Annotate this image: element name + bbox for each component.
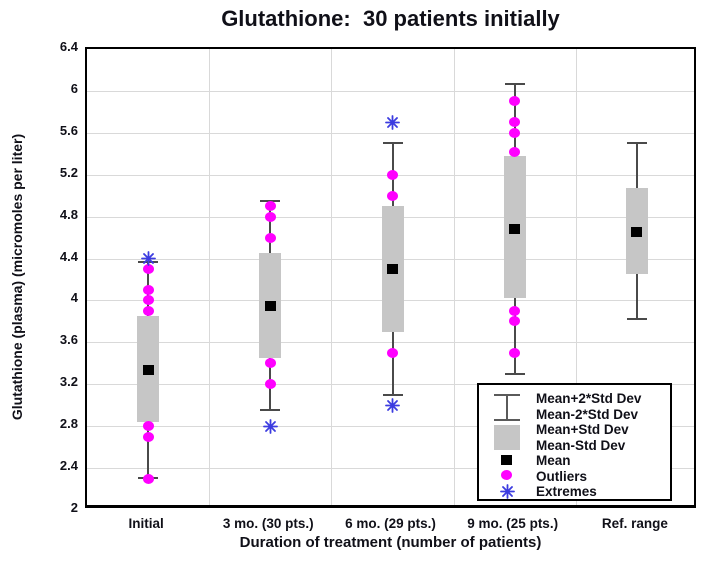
mean-marker [509,224,521,235]
legend-label: Mean-Std Dev [536,437,626,453]
h-gridline [87,90,694,92]
extreme-marker [385,397,400,418]
h-gridline [87,384,694,386]
mean-marker [387,264,398,275]
outlier-marker [264,232,276,243]
whisker-cap-top [260,199,281,202]
y-tick-label: 3.2 [59,374,78,390]
outlier-marker [264,211,276,222]
outlier-marker [142,421,154,432]
x-tick-label: 6 mo. (29 pts.) [345,516,436,531]
outlier-marker [142,284,154,295]
extreme-marker [140,251,156,271]
outlier-marker [142,431,154,442]
h-gridline [87,468,694,470]
legend-label: Mean+2*Std Dev [536,391,642,406]
legend: Mean+2*Std Dev Mean-2*Std Dev Mean+Std D… [477,383,672,501]
legend-label: Outliers [536,468,588,484]
extreme-marker [262,418,278,439]
mean-marker [264,300,276,311]
y-tick-label: 4 [70,290,78,306]
outlier-marker [509,305,521,316]
outlier-marker [509,96,521,107]
whisker-cap-top [626,142,647,145]
outlier-marker [142,473,154,484]
legend-label: Extremes [536,484,597,499]
y-tick-label: 2.4 [59,458,78,474]
outlier-marker [264,379,276,390]
outlier-marker [142,264,154,275]
outlier-marker [142,305,154,316]
outlier-marker [509,117,521,128]
legend-label: Mean+Std Dev [536,422,629,437]
mean-marker [142,364,154,375]
h-gridline [87,426,694,428]
mean-legend-icon [501,455,512,465]
y-tick-label: 4.4 [59,248,78,264]
outlier-marker [264,201,276,212]
x-axis-title: Duration of treatment (number of patient… [239,534,542,551]
outlier-marker [509,347,521,358]
extreme-marker [385,114,400,135]
outlier-marker [387,190,398,201]
outlier-marker [264,358,276,369]
v-gridline [576,49,577,505]
v-gridline [454,49,455,505]
std-dev-box-legend-icon [494,425,520,450]
y-tick-label: 3.6 [59,332,78,348]
x-tick-label: Ref. range [601,516,668,531]
x-tick-label: 3 mo. (30 pts.) [222,516,314,531]
x-tick-label: 9 mo. (25 pts.) [467,516,559,531]
y-tick-label: 6.4 [59,39,78,54]
outlier-marker [142,295,154,306]
y-tick-label: 2.8 [59,416,78,432]
outlier-marker [387,347,398,358]
y-tick-label: 5.6 [59,122,78,138]
h-gridline [87,342,694,344]
legend-label: Mean-2*Std Dev [536,406,639,422]
whisker-cap-top [382,142,403,145]
whisker-cap-bottom [504,372,525,375]
v-gridline [209,49,210,505]
y-tick-label: 2 [70,500,78,515]
outlier-marker [509,316,521,327]
whisker-cap-bottom [382,393,403,396]
v-gridline [331,49,332,505]
whisker-cap-bottom [626,318,647,321]
outlier-marker [387,169,398,180]
outlier-legend-icon [501,470,512,480]
y-tick-label: 5.2 [59,164,78,180]
whisker-cap-top [504,82,525,85]
whisker-cap-bottom [260,409,281,412]
extreme-legend-icon [500,484,515,499]
legend-label: Mean [536,453,571,468]
mean-marker [631,227,643,238]
outlier-marker [509,146,521,157]
whisker-legend-icon [494,394,520,421]
x-tick-label: Initial [128,516,164,531]
outlier-marker [509,127,521,138]
chart-title: Glutathione: 30 patients initially [221,6,560,31]
h-gridline [87,132,694,134]
y-tick-label: 4.8 [59,206,78,222]
y-tick-label: 6 [70,80,78,96]
